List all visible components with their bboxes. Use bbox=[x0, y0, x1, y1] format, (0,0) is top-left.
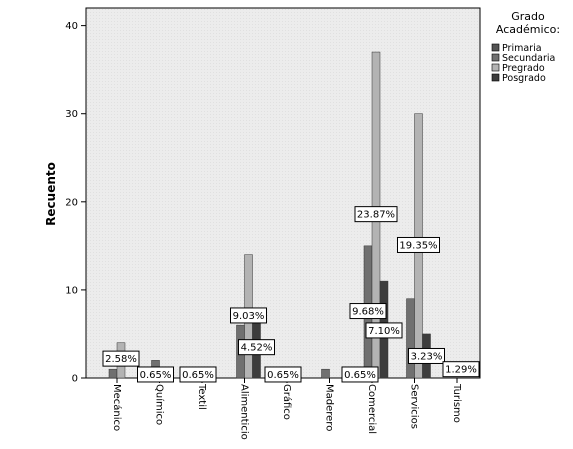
data-label-box bbox=[230, 307, 267, 324]
data-label-text: 2.58% bbox=[105, 354, 137, 365]
x-tick-label: Maderero bbox=[324, 384, 335, 431]
data-label-text: 23.87% bbox=[357, 210, 395, 221]
x-tick-label: Comercial bbox=[366, 384, 377, 434]
data-label: 7.10% bbox=[365, 322, 403, 339]
legend-label-primaria: Primaria bbox=[502, 43, 542, 54]
data-label-text: 19.35% bbox=[399, 240, 437, 251]
bar-secundaria-0 bbox=[108, 368, 118, 379]
data-label-box bbox=[442, 361, 480, 378]
data-label-text: 9.68% bbox=[352, 307, 384, 318]
legend-swatch-secundaria bbox=[491, 53, 500, 62]
y-tick-label: 20 bbox=[65, 197, 78, 208]
data-label-text: 1.29% bbox=[445, 365, 477, 376]
x-tick-label: Turismo bbox=[451, 383, 462, 423]
data-label: 0.65% bbox=[137, 366, 174, 383]
legend-label-pregrado: Pregrado bbox=[502, 63, 545, 74]
data-label-text: 7.10% bbox=[368, 326, 400, 337]
x-tick-label: Químico bbox=[154, 384, 166, 425]
data-label: 1.29% bbox=[442, 361, 480, 378]
y-tick-label: 40 bbox=[65, 21, 78, 32]
legend-label-secundaria: Secundaria bbox=[502, 53, 555, 64]
data-label: 23.87% bbox=[354, 206, 398, 223]
data-label-box bbox=[397, 236, 440, 253]
data-label: 19.35% bbox=[397, 236, 440, 253]
legend-title-line-1: Grado bbox=[511, 10, 545, 23]
y-tick-label: 0 bbox=[72, 374, 78, 385]
y-tick-label: 10 bbox=[65, 285, 78, 296]
data-label-text: 0.65% bbox=[182, 370, 214, 381]
x-tick-label: Gráfico bbox=[281, 384, 293, 420]
data-label: 9.68% bbox=[349, 303, 387, 320]
y-tick-label: 30 bbox=[65, 109, 78, 120]
x-axis: Mecánico Químico Textil Alimenticio Gráfico M… bbox=[111, 378, 462, 440]
legend-swatch-posgrado bbox=[491, 73, 500, 82]
legend-swatch-pregrado bbox=[491, 63, 500, 72]
y-axis: 0 10 20 30 40 bbox=[65, 21, 86, 385]
data-label: 3.23% bbox=[408, 347, 445, 364]
data-labels-layer: 2.58%0.65% 0.65%9.03%4.52%0.65% 0.65%23.87… bbox=[102, 206, 480, 383]
data-label: 0.65% bbox=[179, 366, 217, 383]
data-label-text: 0.65% bbox=[344, 370, 376, 381]
data-label-box bbox=[179, 366, 217, 383]
legend: Grado Académico: PrimariaSecundariaPregr… bbox=[491, 10, 560, 84]
x-tick-label: Servicios bbox=[409, 384, 420, 429]
data-label-box bbox=[365, 322, 403, 339]
data-label: 0.65% bbox=[341, 366, 379, 383]
data-label-text: 0.65% bbox=[140, 370, 172, 381]
data-label: 9.03% bbox=[230, 307, 267, 324]
data-label-box bbox=[264, 366, 302, 383]
data-label-box bbox=[341, 366, 379, 383]
legend-title-line-2: Académico: bbox=[496, 23, 560, 36]
data-label-box bbox=[354, 206, 398, 223]
legend-label-posgrado: Posgrado bbox=[502, 73, 546, 84]
data-label: 0.65% bbox=[264, 366, 302, 383]
y-axis-label: Recuento bbox=[44, 162, 58, 226]
data-label-box bbox=[408, 347, 445, 364]
data-label: 4.52% bbox=[238, 339, 275, 356]
x-tick-label: Alimenticio bbox=[239, 384, 250, 440]
data-label: 2.58% bbox=[102, 350, 140, 367]
x-tick-label: Mecánico bbox=[111, 384, 123, 431]
data-label-box bbox=[137, 366, 174, 383]
data-label-box bbox=[349, 303, 387, 320]
data-label-text: 0.65% bbox=[267, 370, 299, 381]
legend-swatch-primaria bbox=[491, 43, 500, 52]
data-label-box bbox=[238, 339, 275, 356]
bar-secundaria-7 bbox=[406, 298, 415, 379]
data-label-text: 3.23% bbox=[411, 351, 443, 362]
data-label-text: 9.03% bbox=[233, 311, 265, 322]
data-label-box bbox=[102, 350, 140, 367]
x-tick-label: Textil bbox=[196, 383, 207, 410]
bar-secundaria-5 bbox=[321, 368, 330, 379]
data-label-text: 4.52% bbox=[241, 343, 273, 354]
